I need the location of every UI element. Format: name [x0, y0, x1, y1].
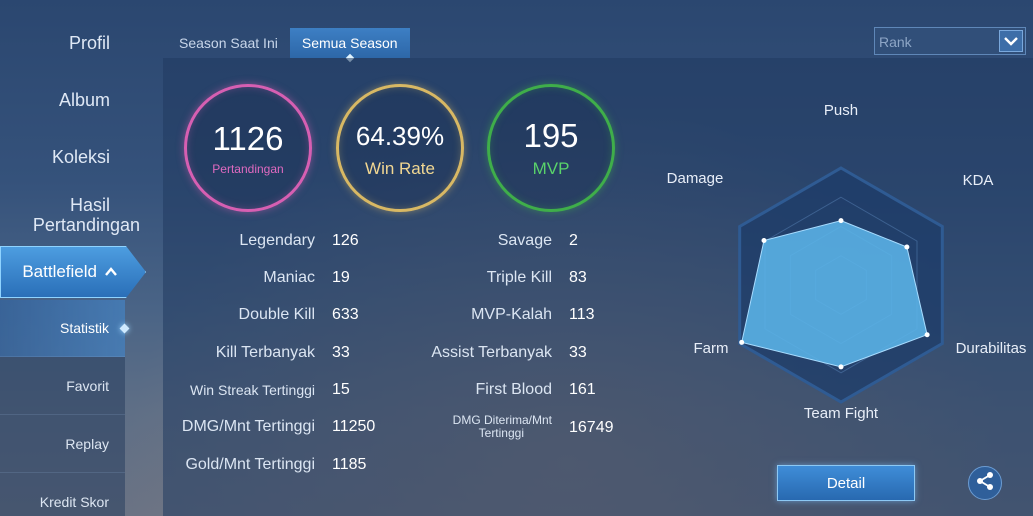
stat-value: 19	[332, 269, 350, 286]
battlefield-label: Battlefield	[22, 262, 97, 281]
stat-label: DMG/Mnt Tertinggi	[181, 418, 315, 435]
stat-label: Maniac	[263, 269, 315, 286]
stat-value: 2	[569, 232, 578, 249]
battlefield-submenu: Statistik Favorit Replay Kredit Skor	[0, 300, 130, 516]
detail-button[interactable]: Detail	[777, 465, 915, 501]
stat-label: Double Kill	[238, 306, 315, 323]
stat-label: Assist Terbanyak	[431, 344, 552, 361]
stat-value: 16749	[569, 419, 614, 436]
chevron-up-icon	[105, 265, 117, 279]
sidebar-item-hasil-pertandingan[interactable]: Hasil Pertandingan	[33, 195, 140, 235]
radar-vertex-point	[761, 238, 767, 244]
radar-axis-label: Push	[824, 102, 858, 119]
submenu-item-kredit-skor[interactable]: Kredit Skor	[0, 474, 125, 516]
active-indicator-icon	[119, 323, 130, 334]
winrate-label: Win Rate	[365, 159, 435, 178]
submenu-label: Statistik	[59, 320, 109, 336]
winrate-ring: 64.39% Win Rate	[336, 84, 464, 212]
stat-label: Win Streak Tertinggi	[189, 382, 315, 398]
radar-vertex-point	[838, 218, 844, 224]
tab-semua-season[interactable]: Semua Season	[289, 28, 410, 63]
sidebar-item-label-line1: Hasil	[69, 195, 110, 215]
stat-value: 633	[332, 306, 359, 323]
radar-axis-label: Damage	[667, 170, 724, 187]
radar-axis-label: Durabilitas	[956, 340, 1027, 357]
radar-vertex-point	[739, 339, 745, 345]
sidebar-item-profil[interactable]: Profil	[68, 33, 110, 53]
performance-radar: Push KDA Durabilitas Team Fight Farm Damage	[663, 95, 1033, 435]
stat-label-line2: Tertinggi	[478, 426, 524, 440]
submenu-item-favorit[interactable]: Favorit	[0, 358, 125, 415]
stat-label: Savage	[497, 232, 552, 249]
stat-value: 113	[569, 306, 595, 323]
sidebar-item-koleksi[interactable]: Koleksi	[51, 147, 110, 167]
stat-label: First Blood	[475, 381, 552, 398]
stat-value: 161	[569, 381, 596, 398]
radar-chart: Push KDA Durabilitas Team Fight Farm Damage	[667, 102, 1027, 422]
stat-value: 11250	[332, 418, 376, 435]
winrate-value: 64.39%	[355, 121, 445, 151]
season-tabs: Season Saat Ini Semua Season	[167, 28, 410, 63]
radar-axis-label: KDA	[963, 172, 994, 189]
mvp-value: 195	[523, 117, 579, 154]
stat-label: Kill Terbanyak	[215, 344, 315, 361]
matches-value: 1126	[212, 120, 284, 157]
stat-value: 33	[332, 344, 350, 361]
sidebar: Profil Album Koleksi Hasil Pertandingan …	[0, 0, 150, 516]
radar-axis-label: Team Fight	[804, 405, 879, 422]
sidebar-item-battlefield[interactable]: Battlefield	[0, 246, 146, 298]
chevron-down-icon	[999, 30, 1023, 52]
stat-label: MVP-Kalah	[471, 306, 552, 323]
submenu-item-replay[interactable]: Replay	[0, 416, 125, 473]
radar-vertex-point	[904, 244, 910, 250]
share-button[interactable]	[968, 466, 1002, 500]
tab-label: Semua Season	[301, 35, 398, 51]
mvp-ring: 195 MVP	[487, 84, 615, 212]
matches-ring: 1126 Pertandingan	[184, 84, 312, 212]
stat-value: 1185	[332, 456, 367, 473]
stat-label: Gold/Mnt Tertinggi	[185, 456, 315, 473]
mode-select[interactable]: Rank	[874, 27, 1026, 55]
radar-axis-label: Farm	[694, 340, 729, 357]
stat-label: Legendary	[239, 232, 315, 249]
stat-value: 15	[332, 381, 350, 398]
sidebar-item-album[interactable]: Album	[58, 90, 110, 110]
stat-value: 33	[569, 344, 587, 361]
stat-label: Triple Kill	[486, 269, 552, 286]
sidebar-item-label-line2: Pertandingan	[32, 215, 140, 235]
share-icon	[975, 471, 995, 496]
mvp-label: MVP	[532, 159, 570, 178]
tab-season-saat-ini[interactable]: Season Saat Ini	[179, 35, 278, 51]
stat-value: 126	[332, 232, 359, 249]
submenu-item-statistik[interactable]: Statistik	[0, 300, 130, 357]
radar-vertex-point	[838, 364, 844, 370]
matches-label: Pertandingan	[212, 162, 284, 176]
radar-vertex-point	[924, 332, 930, 338]
stat-value: 83	[569, 269, 587, 286]
mode-select-value: Rank	[879, 34, 912, 50]
stat-label: DMG Diterima/Mnt Tertinggi	[453, 414, 552, 440]
stat-label-line1: DMG Diterima/Mnt	[452, 413, 552, 427]
